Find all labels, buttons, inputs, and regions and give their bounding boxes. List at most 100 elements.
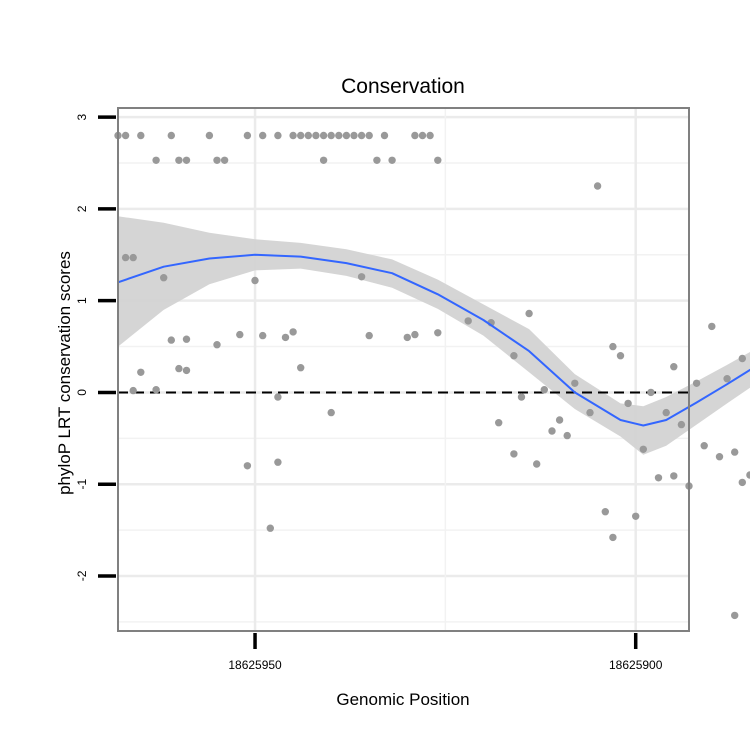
data-point [616, 352, 625, 360]
data-point [266, 524, 274, 532]
smooth-line [117, 253, 750, 427]
data-point [121, 253, 130, 262]
data-point [731, 611, 739, 620]
y-tick-label: 1 [75, 297, 89, 304]
plot-panel-border [117, 107, 690, 632]
data-point [708, 322, 716, 331]
data-point [510, 352, 518, 360]
data-point [464, 317, 472, 325]
data-point [715, 453, 724, 461]
data-point [571, 379, 579, 387]
data-point [403, 333, 411, 342]
data-point [342, 131, 351, 140]
data-point [182, 156, 191, 164]
data-point [533, 460, 541, 468]
y-tick-label: -1 [75, 479, 89, 490]
y-axis-ticks: -2 -1 0 1 2 3 [75, 114, 116, 581]
y-tick-label: 3 [75, 114, 89, 121]
data-point [373, 156, 381, 164]
data-point [670, 472, 678, 480]
data-point [259, 131, 267, 140]
x-tick-label: 18625900 [609, 658, 663, 672]
data-point [259, 331, 267, 340]
data-point [723, 375, 731, 383]
data-point [601, 508, 609, 516]
data-point [731, 448, 739, 456]
data-point [411, 131, 419, 140]
data-point [632, 512, 640, 520]
x-axis-label: Genomic Position [336, 690, 469, 709]
confidence-band [118, 216, 750, 455]
y-tick-label: 0 [75, 389, 89, 396]
data-point [563, 431, 571, 440]
data-point [319, 156, 328, 164]
data-point [274, 131, 282, 140]
data-point [510, 450, 518, 458]
data-point [167, 131, 175, 140]
data-point [243, 131, 252, 140]
data-point [365, 331, 373, 340]
data-point [251, 276, 259, 285]
data-point [495, 419, 503, 427]
data-point [182, 335, 191, 343]
data-point [297, 131, 305, 140]
data-point [692, 379, 701, 387]
data-point [213, 156, 221, 164]
data-point [281, 333, 290, 342]
data-point [525, 309, 533, 318]
data-point [357, 131, 366, 140]
data-point [175, 156, 183, 164]
data-point [205, 131, 214, 140]
data-point [312, 131, 320, 140]
data-point [677, 420, 686, 429]
data-point [175, 364, 183, 373]
data-point [548, 427, 556, 435]
data-point [738, 478, 746, 487]
data-point [540, 386, 548, 394]
data-point [411, 330, 419, 339]
data-point [236, 330, 244, 339]
data-point [624, 399, 632, 408]
data-point [129, 386, 137, 395]
data-point [517, 393, 526, 401]
y-axis-label: phyloP LRT conservation scores [55, 251, 74, 495]
data-point [654, 474, 663, 482]
data-point [700, 442, 708, 450]
data-point [274, 458, 282, 466]
data-point [357, 273, 366, 281]
data-point [304, 131, 312, 140]
data-point [670, 363, 678, 371]
data-point [152, 386, 160, 394]
data-point [609, 342, 617, 351]
data-point [243, 462, 252, 470]
data-point [555, 416, 564, 424]
data-point [738, 354, 746, 363]
data-point [609, 533, 617, 542]
data-point [586, 408, 594, 417]
data-point [182, 366, 191, 375]
x-tick-label: 18625950 [228, 658, 282, 672]
data-point [289, 328, 297, 336]
data-point [319, 131, 328, 140]
data-points [114, 131, 750, 620]
data-point [327, 131, 335, 140]
x-axis-ticks: 186259501862590018625850 [228, 633, 663, 672]
data-point [388, 156, 396, 164]
confidence-band-area [118, 216, 750, 455]
data-point [129, 253, 137, 262]
data-point [289, 131, 297, 140]
data-point [426, 131, 434, 140]
data-point [297, 364, 305, 372]
y-tick-label: 2 [75, 205, 89, 212]
data-point [121, 131, 130, 140]
data-point [167, 336, 175, 344]
data-point [274, 393, 282, 401]
data-point [335, 131, 343, 140]
data-point [662, 408, 670, 417]
data-point [213, 341, 221, 349]
grid [118, 108, 689, 631]
data-point [418, 131, 427, 140]
data-point [152, 156, 160, 164]
data-point [350, 131, 358, 140]
